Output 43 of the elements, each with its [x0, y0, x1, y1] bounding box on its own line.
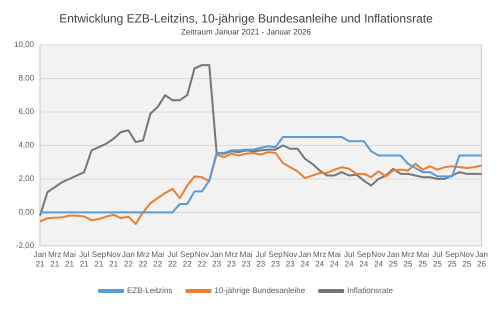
x-tick-label: Jan 23 [210, 250, 224, 268]
legend-label: EZB-Leitzins [127, 286, 172, 296]
x-tick-label: Jul 23 [256, 250, 266, 268]
x-tick-label: Mrz 24 [312, 250, 326, 268]
x-tick-label: Mrz 21 [48, 250, 62, 268]
x-tick-label: Jan 25 [386, 250, 400, 268]
x-tick-label: Nov 22 [194, 250, 210, 268]
x-tick-label: Jul 25 [432, 250, 443, 268]
x-tick-label: Mrz 23 [224, 250, 238, 268]
x-tick-label: Jul 21 [79, 250, 90, 268]
x-tick-label: Mai 24 [328, 250, 342, 268]
x-tick-label: Sep 21 [92, 250, 107, 268]
legend-label: Inflationsrate [347, 286, 394, 296]
x-tick-label: Nov 21 [106, 250, 121, 268]
x-tick-label: Nov 23 [283, 250, 298, 268]
x-tick-label: Nov 24 [371, 250, 386, 268]
x-tick-label: Jan 22 [122, 250, 135, 268]
x-tick-label: Jan 24 [298, 250, 312, 268]
legend-label: 10-jährige Bundesanleihe [214, 286, 306, 296]
x-tick-label: Sep 25 [445, 250, 460, 268]
x-tick-label: Mrz 22 [136, 250, 150, 268]
y-tick-label: -2,00 [16, 241, 35, 250]
x-tick-label: Jul 24 [344, 250, 354, 268]
x-tick-label: Jul 22 [167, 250, 178, 268]
y-tick-label: 8,00 [18, 74, 35, 83]
x-tick-label: Mai 23 [240, 250, 253, 268]
y-tick-label: 0,00 [18, 208, 35, 217]
x-tick-label: Mai 25 [416, 250, 430, 268]
x-tick-label: Sep 24 [356, 250, 372, 268]
y-tick-label: 4,00 [18, 140, 35, 150]
chart-subtitle: Zeitraum Januar 2021 - Januar 2026 [181, 27, 312, 36]
x-tick-label: Mai 22 [151, 250, 164, 268]
x-tick-label: Mrz 25 [401, 250, 415, 268]
x-tick-label: Jan 21 [34, 250, 46, 268]
x-tick-label: Jan 26 [475, 250, 488, 268]
y-tick-label: 6,00 [18, 107, 35, 116]
y-tick-label: 10,00 [14, 40, 35, 50]
x-tick-label: Sep 23 [268, 250, 284, 268]
y-tick-label: 2,00 [18, 174, 35, 184]
x-tick-label: Nov 25 [460, 250, 474, 268]
x-tick-label: Mai 21 [63, 250, 76, 268]
chart-title: Entwicklung EZB-Leitzins, 10-jährige Bundesanleihe und Inflationsrate [59, 12, 434, 26]
x-tick-label: Sep 22 [180, 250, 195, 268]
